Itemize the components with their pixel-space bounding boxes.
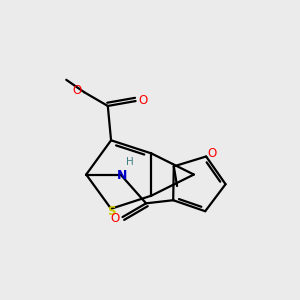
Text: N: N (117, 169, 128, 182)
Text: O: O (72, 84, 82, 97)
Text: O: O (111, 212, 120, 225)
Text: O: O (138, 94, 147, 107)
Text: S: S (107, 205, 116, 218)
Text: O: O (207, 147, 217, 161)
Text: H: H (127, 157, 134, 167)
